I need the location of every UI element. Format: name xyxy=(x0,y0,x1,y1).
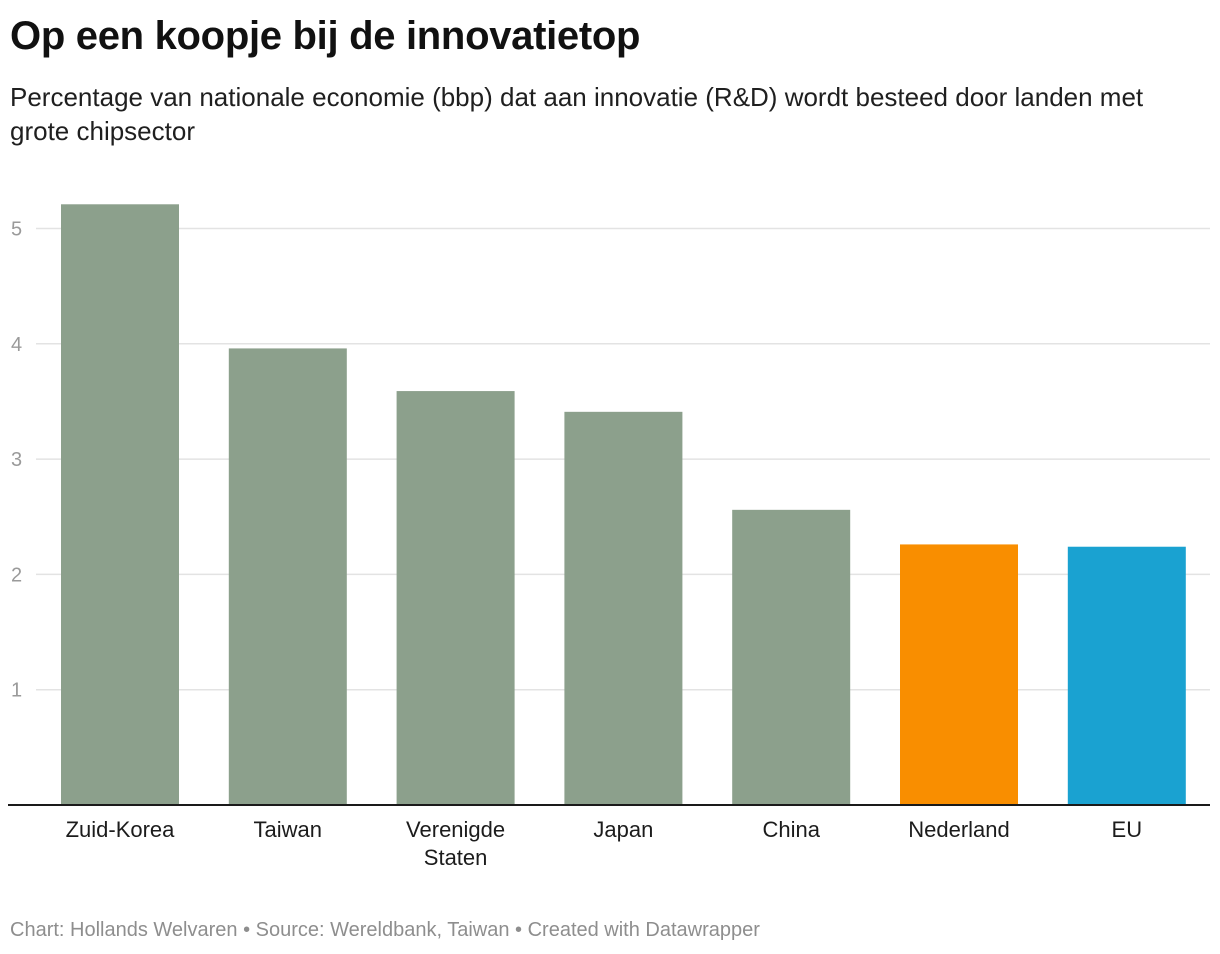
y-tick-label: 5 xyxy=(11,219,22,241)
bar-verenigde-staten xyxy=(396,391,515,805)
bar-nederland xyxy=(900,544,1018,805)
chart-footer: Chart: Hollands Welvaren • Source: Werel… xyxy=(10,919,760,941)
bar-japan xyxy=(564,411,683,805)
category-label: Verenigde Staten xyxy=(406,817,505,870)
bar-taiwan xyxy=(228,348,347,805)
category-label: EU xyxy=(1112,817,1143,842)
category-label: Taiwan xyxy=(254,817,322,842)
y-tick-label: 1 xyxy=(11,680,22,702)
category-label: Japan xyxy=(593,817,653,842)
y-tick-label: 3 xyxy=(11,449,22,471)
chart-subtitle: Percentage van nationale economie (bbp) … xyxy=(10,82,1144,146)
bars xyxy=(61,204,1186,806)
bar-china xyxy=(732,509,851,805)
bar-chart: 1 2 3 4 5 Zuid-Korea Taiwan Verenigde Staten Jap… xyxy=(8,204,1210,870)
bar-zuid-korea xyxy=(61,204,179,806)
category-label: Zuid-Korea xyxy=(66,817,176,842)
y-tick-label: 2 xyxy=(11,564,22,586)
category-label: China xyxy=(762,817,820,842)
chart-title: Op een koopje bij de innovatietop xyxy=(10,14,641,58)
bar-eu xyxy=(1067,546,1186,805)
category-label: Nederland xyxy=(908,817,1010,842)
y-tick-label: 4 xyxy=(11,334,22,356)
category-labels: Zuid-Korea Taiwan Verenigde Staten Japan Chin… xyxy=(66,817,1143,870)
